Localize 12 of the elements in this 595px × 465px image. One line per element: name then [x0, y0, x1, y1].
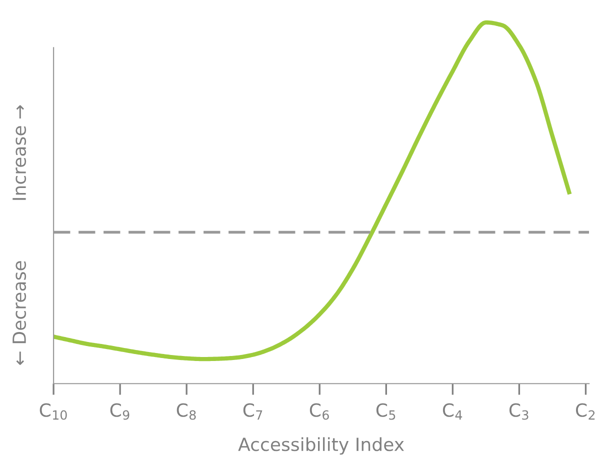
text: Increase →: [12, 105, 26, 200]
x-tick-label: C$_{4}$: [442, 403, 462, 420]
x-axis-title: Accessibility Index: [238, 437, 404, 455]
x-tick-label: C$_{2}$: [576, 403, 595, 420]
x-tick-label: C$_{6}$: [310, 403, 329, 420]
x-tick-label: C$_{8}$: [176, 403, 196, 420]
x-tick-label: C$_{3}$: [509, 403, 528, 420]
x-tick-label: C$_{9}$: [110, 403, 130, 420]
x-tick-label: C$_{7}$: [243, 403, 262, 420]
text: ← Decrease: [12, 261, 26, 365]
x-tick-label: C$_{5}$: [376, 403, 396, 420]
x-tick-label: C$_{10}$: [40, 403, 67, 420]
